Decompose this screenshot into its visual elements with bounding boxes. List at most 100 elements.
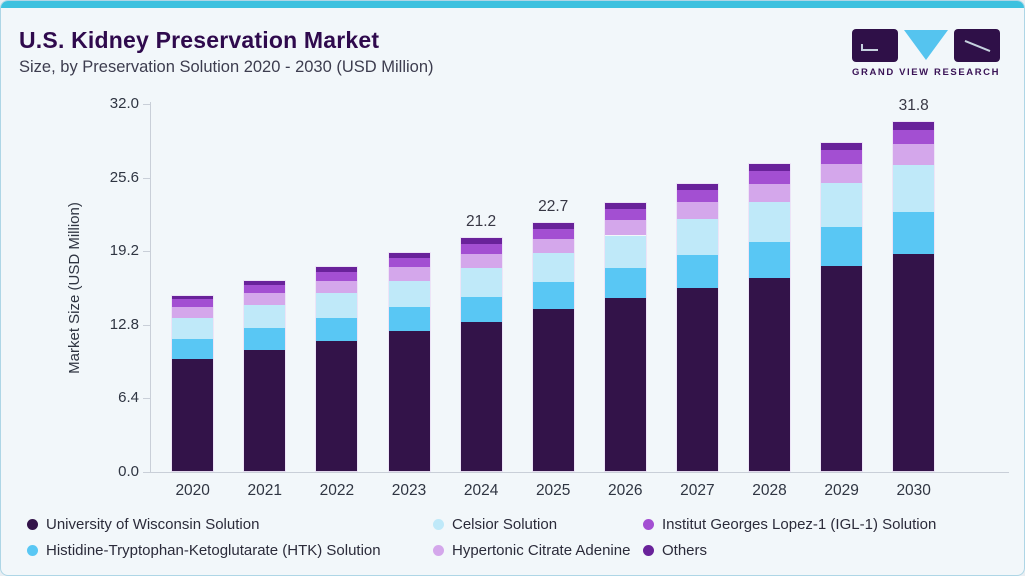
legend-dot-hypertonic-citrate-adenine — [433, 545, 444, 556]
logo-left-block — [852, 29, 898, 62]
bar-segment-2022-hypertonic-citrate-adenine — [316, 280, 358, 294]
bar-segment-2023-celsior-solution — [388, 280, 430, 307]
bar-segment-2026-others — [604, 202, 646, 210]
x-axis-label-2029: 2029 — [824, 482, 859, 499]
bar-segment-2029-university-of-wisconsin-solution — [821, 266, 863, 472]
bar-segment-2021-celsior-solution — [244, 305, 286, 329]
x-axis-label-2025: 2025 — [535, 482, 571, 499]
logo-g-glyph — [861, 49, 878, 51]
x-axis-label-2026: 2026 — [608, 482, 643, 499]
bar-segment-2024-university-of-wisconsin-solution — [460, 322, 502, 472]
bar-segment-2025-university-of-wisconsin-solution — [532, 309, 574, 472]
x-axis-label-2020: 2020 — [175, 482, 210, 499]
legend-dot-others — [643, 545, 654, 556]
bar-segment-2030-igl-1-solution — [893, 129, 935, 145]
bar-segment-2028-university-of-wisconsin-solution — [749, 278, 790, 472]
y-axis-tick — [143, 177, 150, 179]
bar-segment-2029-htk-solution — [821, 227, 863, 267]
bar-segment-2024-hypertonic-citrate-adenine — [460, 253, 502, 268]
x-axis-line — [150, 472, 1009, 473]
bar-segment-2021-hypertonic-citrate-adenine — [244, 293, 286, 306]
legend-dot-igl-1-solution — [643, 519, 654, 530]
bar-segment-2026-celsior-solution — [604, 235, 646, 268]
y-axis-title: Market Size (USD Million) — [66, 202, 83, 374]
bar-segment-2020-others — [172, 296, 214, 300]
bar-segment-2030-celsior-solution — [893, 165, 935, 213]
y-axis-tick — [143, 472, 150, 473]
y-axis-tick — [143, 104, 150, 105]
bar-segment-2023-others — [388, 252, 430, 259]
bar-segment-2024-celsior-solution — [460, 267, 502, 297]
bar-segment-2022-university-of-wisconsin-solution — [316, 341, 358, 472]
bar-value-label-2024: 21.2 — [466, 213, 497, 231]
legend-label-htk-solution: Histidine-Tryptophan-Ketoglutarate (HTK)… — [46, 542, 381, 559]
page-subtitle: Size, by Preservation Solution 2020 - 20… — [19, 58, 434, 76]
bar-segment-2029-others — [821, 142, 863, 151]
legend-dot-htk-solution — [27, 545, 38, 556]
bar-segment-2024-htk-solution — [460, 296, 502, 323]
legend-dot-celsior-solution — [433, 519, 444, 530]
bar-segment-2026-igl-1-solution — [604, 209, 646, 220]
y-axis-line — [150, 102, 151, 473]
bar-segment-2021-university-of-wisconsin-solution — [244, 349, 286, 472]
bar-segment-2025-hypertonic-citrate-adenine — [532, 238, 574, 254]
bar-value-label-2025: 22.7 — [538, 197, 569, 215]
bar-segment-2021-igl-1-solution — [244, 285, 286, 294]
x-axis-label-2030: 2030 — [896, 482, 931, 499]
logo-g-glyph — [861, 44, 863, 51]
bar-segment-2025-igl-1-solution — [532, 228, 574, 239]
bar-segment-2023-university-of-wisconsin-solution — [388, 331, 430, 472]
y-axis-tick-label: 19.2 — [109, 242, 139, 260]
y-axis-tick-label: 32.0 — [109, 95, 139, 112]
bar-value-label-2030: 31.8 — [898, 97, 929, 115]
y-axis-tick-label: 12.8 — [109, 315, 139, 333]
bar-segment-2020-htk-solution — [172, 338, 214, 359]
x-axis-label-2028: 2028 — [752, 482, 787, 499]
y-axis-tick-label: 0.0 — [118, 463, 139, 480]
accent-top-bar — [1, 1, 1024, 8]
bar-segment-2028-htk-solution — [749, 242, 790, 279]
legend-label-celsior-solution: Celsior Solution — [452, 516, 558, 533]
bar-segment-2030-university-of-wisconsin-solution — [893, 254, 935, 472]
bar-segment-2020-igl-1-solution — [172, 299, 214, 307]
bar-segment-2026-hypertonic-citrate-adenine — [604, 219, 646, 236]
bar-segment-2021-others — [244, 281, 286, 286]
bar-segment-2030-hypertonic-citrate-adenine — [893, 144, 935, 166]
bar-segment-2022-celsior-solution — [316, 293, 358, 318]
bar-segment-2025-celsior-solution — [532, 253, 574, 282]
bar-segment-2024-igl-1-solution — [460, 244, 502, 254]
bar-segment-2029-hypertonic-citrate-adenine — [821, 163, 863, 184]
bar-segment-2023-hypertonic-citrate-adenine — [388, 267, 430, 281]
bar-segment-2024-others — [460, 238, 502, 245]
logo-wordmark: GRAND VIEW RESEARCH — [852, 67, 1001, 78]
y-axis-tick-label: 25.6 — [109, 168, 139, 186]
legend-label-others: Others — [662, 542, 708, 559]
bar-segment-2029-celsior-solution — [821, 183, 863, 228]
bar-segment-2030-others — [893, 122, 935, 130]
y-axis-tick — [143, 398, 150, 400]
bar-segment-2022-htk-solution — [316, 318, 358, 342]
bar-segment-2022-igl-1-solution — [316, 272, 358, 281]
bar-segment-2028-others — [749, 164, 790, 172]
legend-label-igl-1-solution: Institut Georges Lopez-1 (IGL-1) Solutio… — [662, 516, 937, 533]
bar-segment-2023-igl-1-solution — [388, 258, 430, 268]
bar-segment-2027-celsior-solution — [676, 219, 718, 256]
bar-segment-2029-igl-1-solution — [821, 150, 863, 164]
bar-segment-2028-igl-1-solution — [749, 171, 790, 184]
bar-segment-2027-hypertonic-citrate-adenine — [676, 202, 718, 219]
bar-segment-2020-university-of-wisconsin-solution — [172, 358, 214, 472]
y-axis-tick — [143, 251, 150, 253]
bar-segment-2020-celsior-solution — [172, 318, 214, 339]
x-axis-label-2024: 2024 — [463, 482, 499, 499]
bar-segment-2022-others — [316, 267, 358, 272]
bar-segment-2027-igl-1-solution — [676, 190, 718, 203]
bar-segment-2026-university-of-wisconsin-solution — [604, 298, 646, 472]
logo-v-triangle-icon — [904, 30, 948, 60]
grand-view-research-logo: GRAND VIEW RESEARCH — [852, 29, 1001, 78]
bar-segment-2027-htk-solution — [676, 255, 718, 289]
legend-dot-university-of-wisconsin-solution — [27, 519, 38, 530]
bar-segment-2020-hypertonic-citrate-adenine — [172, 307, 214, 318]
x-axis-label-2027: 2027 — [680, 482, 715, 499]
bar-segment-2023-htk-solution — [388, 307, 430, 332]
